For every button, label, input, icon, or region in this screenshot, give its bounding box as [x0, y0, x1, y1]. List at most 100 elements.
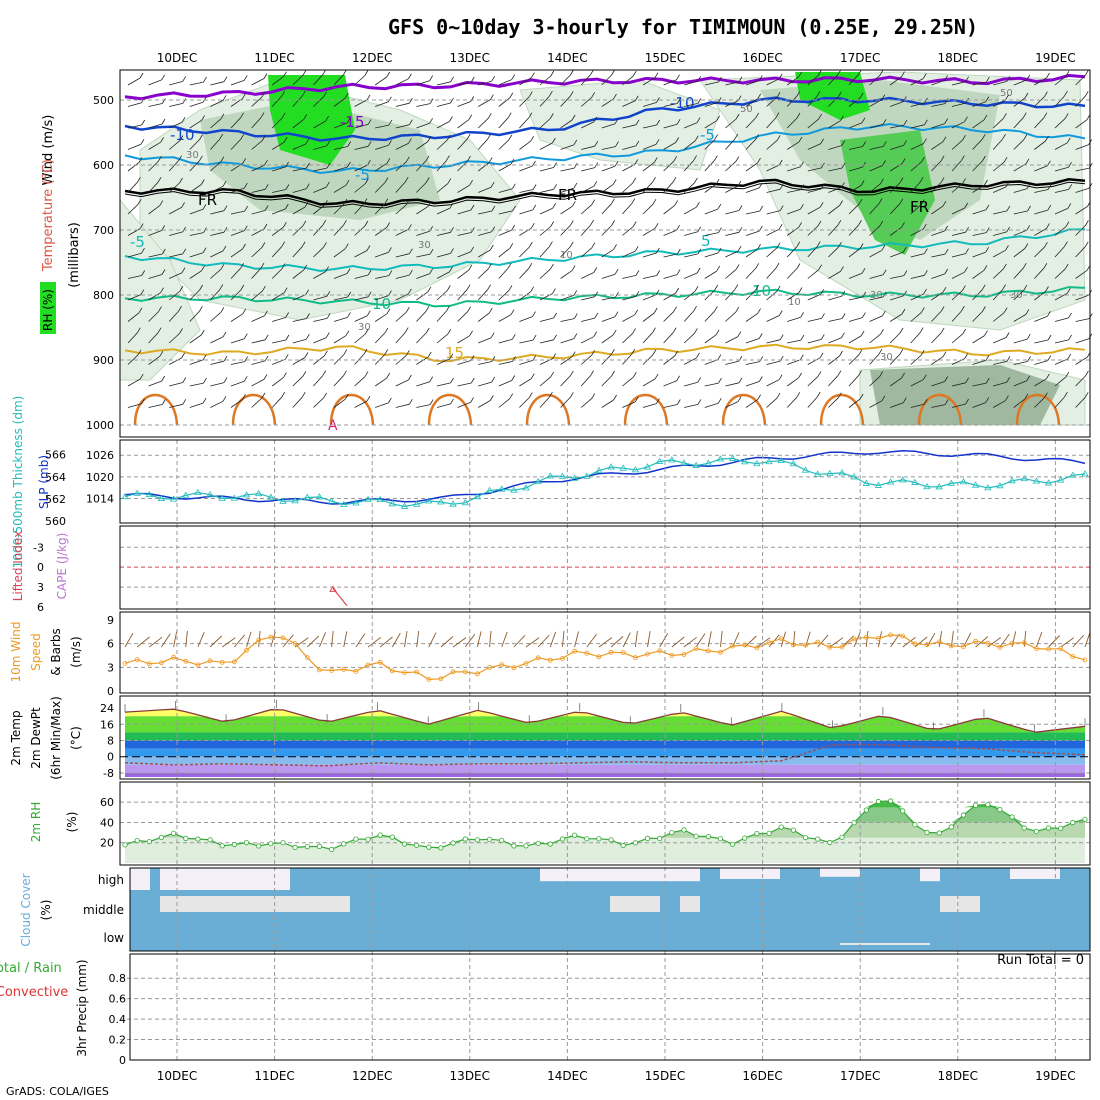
wind-barb: [323, 392, 327, 399]
wind-barb: [704, 120, 717, 129]
wind-barb: [725, 210, 740, 215]
wind-barb: [148, 141, 161, 150]
wind-barb: [776, 285, 781, 292]
wind-barb: [127, 275, 142, 279]
wind-speed-marker: [134, 657, 140, 662]
wind-barb: [642, 144, 657, 150]
wind-speed-marker: [936, 639, 942, 645]
rh-marker: [535, 840, 541, 846]
wind-barb-10m: [537, 634, 550, 648]
wind-barb: [347, 161, 351, 168]
wind-speed-marker: [851, 636, 857, 642]
thickness-marker: [498, 485, 506, 492]
wind-barb: [622, 296, 637, 301]
wind-barb: [944, 118, 949, 124]
wind-barb: [416, 80, 430, 86]
wind-barb: [219, 284, 224, 290]
wind-barb-10m: [331, 631, 334, 648]
wind-barb: [468, 264, 473, 271]
wind-speed-marker: [426, 677, 432, 682]
wind-barb: [395, 293, 409, 301]
wind-speed-marker: [815, 639, 821, 645]
wind-barb: [313, 271, 326, 279]
panel-frame-rh: [119, 781, 1091, 866]
wind-barb: [222, 181, 227, 187]
pressure-tick-label: 600: [93, 159, 114, 172]
wind-barb: [333, 335, 347, 344]
wind-barb: [292, 357, 306, 365]
isotherm-line: [124, 286, 1086, 308]
wind-barb: [985, 204, 990, 211]
wind-barb: [611, 349, 615, 355]
rh-marker: [438, 845, 444, 851]
wind-barb: [635, 291, 640, 297]
wind-barb: [284, 203, 289, 210]
upper-ylabel-rh: RH (%): [41, 289, 55, 331]
wind-barb: [560, 338, 575, 344]
wind-barb: [498, 210, 513, 215]
wind-barb: [807, 206, 821, 215]
wind-barb: [964, 353, 969, 359]
wind-barb: [498, 267, 509, 279]
wind-barb: [1054, 75, 1067, 86]
wind-barb-10m: [598, 637, 613, 648]
rh-marker: [584, 836, 590, 842]
cloud-ylabel-unit: (%): [39, 900, 53, 921]
thickness-marker: [996, 482, 1004, 489]
wind-barb: [450, 248, 454, 254]
wind-barb: [549, 241, 553, 247]
wind-barb: [264, 205, 269, 211]
wind-speed-marker: [560, 656, 565, 661]
wind-speed-marker: [584, 650, 590, 656]
thickness-marker: [1081, 470, 1089, 477]
wind-speed-marker: [1046, 646, 1051, 652]
wind-barb: [436, 333, 449, 344]
wind-barb: [656, 97, 660, 103]
wind-barb: [848, 248, 861, 258]
cloud-middle-gap: [160, 896, 240, 912]
wind-barb: [384, 327, 389, 334]
wind-barb: [552, 353, 557, 359]
bottom-date-label: 18DEC: [938, 1069, 978, 1083]
rh-marker: [183, 835, 189, 842]
rh-marker: [669, 829, 675, 836]
wind-barb: [684, 272, 698, 279]
thickness-marker: [121, 492, 129, 500]
wind-barb: [573, 139, 578, 146]
wind-barb: [189, 270, 202, 279]
isotherm-20c-loop: [329, 393, 375, 426]
wind-barb: [931, 80, 945, 86]
wind-barb: [828, 74, 839, 86]
wind-barb: [210, 185, 224, 193]
wind-barb: [325, 266, 329, 272]
wind-barb: [395, 124, 410, 129]
thickness-marker: [473, 492, 482, 500]
wind-barb: [591, 349, 596, 356]
wind-barb: [491, 226, 496, 232]
rh-marker: [742, 835, 748, 841]
wind-barb: [326, 162, 331, 169]
wind-barb: [313, 295, 328, 301]
thickness-marker: [801, 466, 810, 473]
wind-barb: [745, 313, 758, 322]
wind-barb: [1064, 113, 1069, 119]
wind-barb: [405, 199, 410, 206]
rh-shade-dark: [870, 365, 1060, 425]
wind-barb: [931, 160, 942, 172]
wind-barb: [745, 361, 760, 365]
rh-marker: [365, 836, 371, 842]
wind-barb: [654, 373, 659, 380]
wind-barb: [796, 112, 801, 119]
rh-marker: [122, 842, 128, 848]
wind-barb: [848, 335, 862, 344]
wind-barb: [848, 375, 859, 387]
wind-barb: [869, 333, 881, 344]
wind-barb: [778, 159, 783, 166]
thickness-marker: [886, 478, 895, 485]
thickness-marker: [169, 495, 178, 502]
wind-barb: [858, 370, 862, 376]
wind-barb: [519, 360, 533, 365]
bottom-date-label: 16DEC: [742, 1069, 782, 1083]
wind-barb: [745, 399, 758, 408]
wind-barb: [684, 231, 698, 236]
